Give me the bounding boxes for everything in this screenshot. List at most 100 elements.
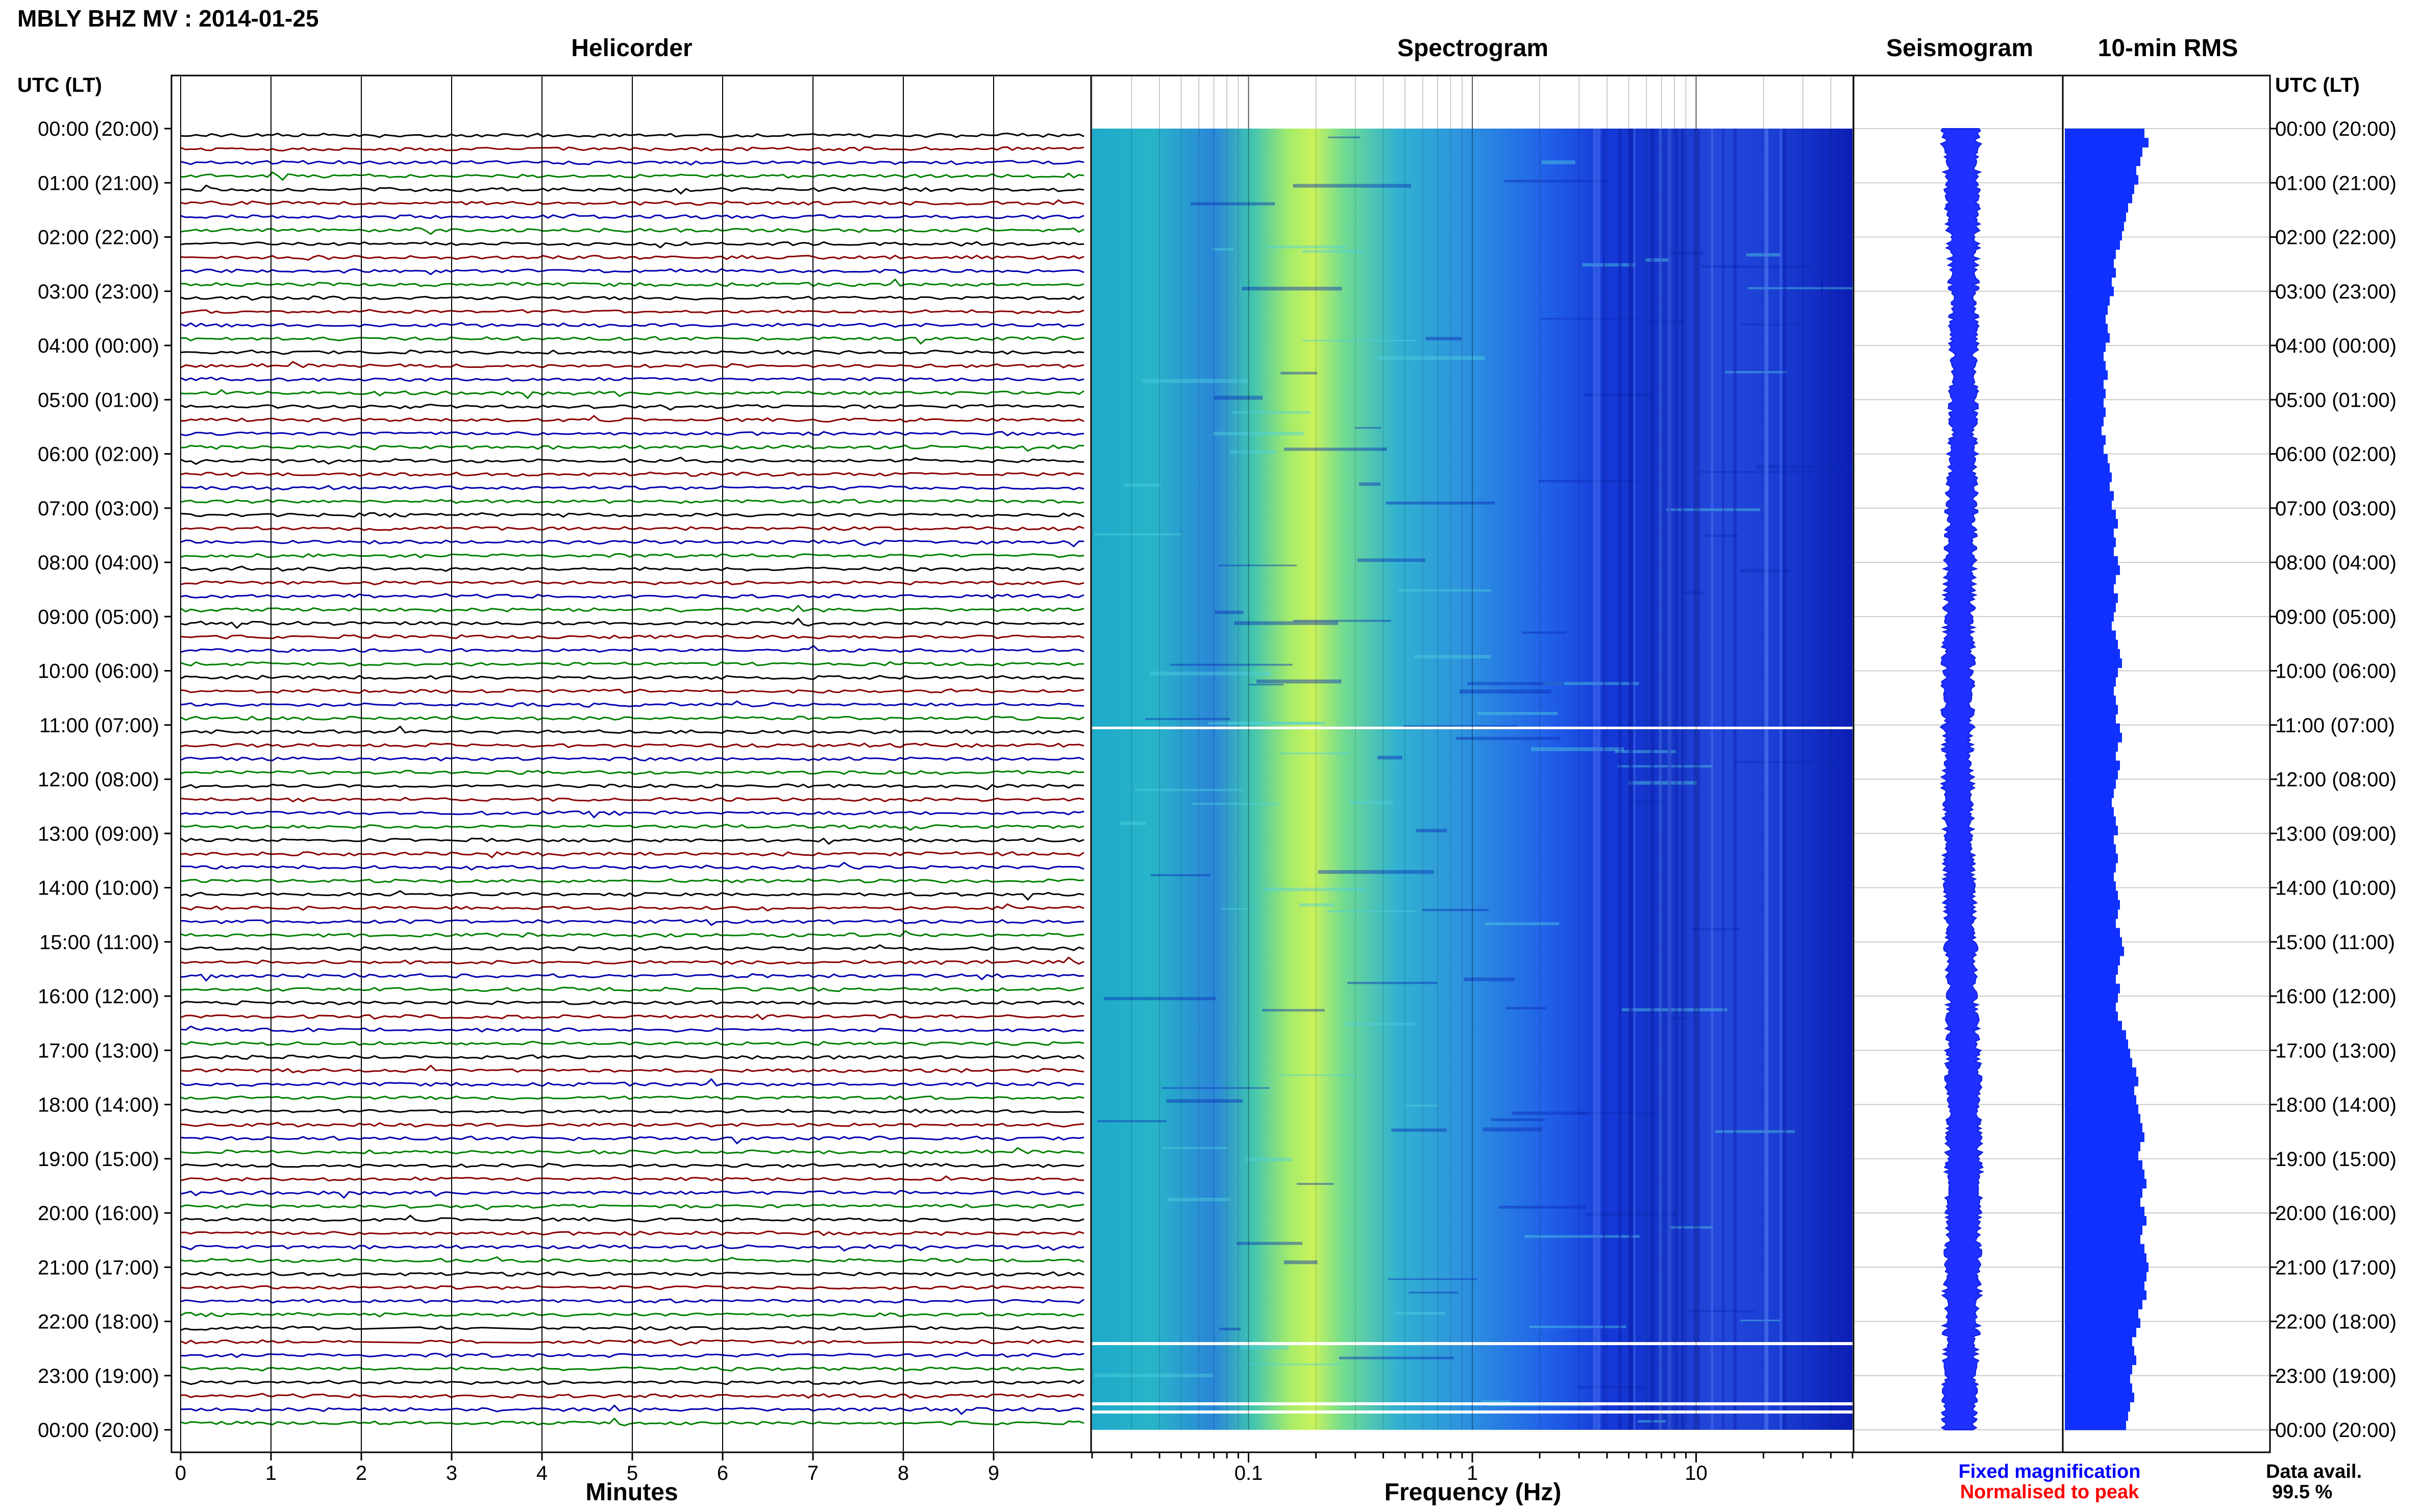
time-tick-label-right: 23:00 (19:00) xyxy=(2275,1365,2397,1387)
spectrogram-streak xyxy=(1232,411,1311,414)
spectrogram-streak xyxy=(1167,1197,1230,1202)
rms-bar xyxy=(2065,1309,2138,1319)
rms-bar xyxy=(2065,807,2114,817)
spectrogram-streak xyxy=(1097,1120,1167,1123)
spectrogram-streak xyxy=(1395,1311,1446,1315)
time-tick-label-left: 08:00 (04:00) xyxy=(38,552,159,574)
spectrogram-streak xyxy=(1359,482,1380,486)
spectrogram-band xyxy=(1618,129,1622,1430)
spectrogram-streak xyxy=(1542,160,1575,164)
rms-bar xyxy=(2065,575,2116,585)
time-tick-label-left: 20:00 (16:00) xyxy=(38,1202,159,1225)
rms-bar xyxy=(2065,1355,2136,1366)
seismogram-title: Seismogram xyxy=(1886,35,2033,62)
spectrogram-streak xyxy=(1123,483,1162,487)
frequency-tick-label: 0.1 xyxy=(1235,1462,1263,1484)
rms-bar xyxy=(2065,537,2116,548)
spectrogram-streak xyxy=(1391,1128,1447,1132)
spectrogram-band xyxy=(1630,129,1633,1430)
rms-bar xyxy=(2065,1104,2138,1114)
spectrogram-band xyxy=(1667,129,1671,1430)
minute-tick-label: 5 xyxy=(627,1462,638,1484)
helicorder-trace-line xyxy=(180,1339,1084,1346)
spectrogram-streak xyxy=(1214,395,1263,400)
rms-bar xyxy=(2065,398,2104,408)
time-tick-label-left: 07:00 (03:00) xyxy=(38,498,159,520)
rms-bar xyxy=(2065,686,2114,696)
rms-bar xyxy=(2065,816,2116,826)
spectrogram-streak xyxy=(1246,1363,1341,1366)
rms-bar xyxy=(2065,1197,2140,1207)
time-tick-label-left: 18:00 (14:00) xyxy=(38,1094,159,1117)
rms-panel xyxy=(2062,75,2271,1453)
spectrogram-band xyxy=(1593,129,1596,1430)
frequency-axis-label: Frequency (Hz) xyxy=(1385,1479,1562,1506)
rms-bar xyxy=(2065,1253,2146,1263)
time-tick-label-left: 13:00 (09:00) xyxy=(38,823,159,845)
spectrogram-streak xyxy=(1240,1345,1289,1350)
spectrogram-band xyxy=(1765,129,1769,1430)
rms-bar xyxy=(2065,723,2120,733)
spectrogram-streak xyxy=(1150,672,1271,676)
seismogram-panel xyxy=(1853,75,2064,1453)
rms-bar xyxy=(2065,212,2126,222)
spectrogram-streak xyxy=(1416,829,1447,833)
time-tick-label-left: 00:00 (20:00) xyxy=(38,118,159,140)
time-tick-label-right: 21:00 (17:00) xyxy=(2275,1256,2397,1279)
spectrogram-streak xyxy=(1682,591,1704,594)
rms-bar xyxy=(2065,1225,2142,1235)
rms-bar xyxy=(2065,1151,2138,1161)
spectrogram-streak xyxy=(1481,1400,1511,1402)
rms-frame xyxy=(2062,75,2271,1453)
rms-bar xyxy=(2065,1113,2140,1124)
spectrogram-streak xyxy=(1577,1385,1645,1389)
spectrogram-data-gap xyxy=(1092,1402,1853,1405)
rms-bar xyxy=(2065,862,2116,873)
spectrogram-streak xyxy=(1293,619,1391,622)
rms-bar xyxy=(2065,770,2118,780)
spectrogram-streak xyxy=(1543,682,1639,685)
minute-tick-label: 6 xyxy=(717,1462,728,1484)
time-tick-label-left: 06:00 (02:00) xyxy=(38,443,159,466)
rms-bar xyxy=(2065,714,2116,724)
data-availability-value: 99.5 % xyxy=(2272,1481,2332,1503)
spectrogram-band xyxy=(1602,129,1606,1430)
spectrogram-streak xyxy=(1327,910,1416,912)
time-tick-label-left: 09:00 (05:00) xyxy=(38,606,159,628)
spectrogram-streak xyxy=(1524,1235,1640,1238)
rms-bar xyxy=(2065,798,2112,808)
rms-bar xyxy=(2065,593,2118,603)
spectrogram-streak xyxy=(1262,1009,1325,1012)
spectrogram-streak xyxy=(1215,610,1244,614)
spectrogram-band xyxy=(1783,129,1787,1430)
figure-title: MBLY BHZ MV : 2014-01-25 xyxy=(17,5,319,32)
spectrogram-band xyxy=(1780,129,1783,1430)
spectrogram-streak xyxy=(1657,1018,1689,1020)
rms-bar xyxy=(2065,1160,2142,1170)
rms-bar xyxy=(2065,788,2114,799)
spectrogram-data-gap xyxy=(1092,1342,1853,1345)
rms-bar xyxy=(2065,1365,2132,1375)
minute-tick-label: 4 xyxy=(536,1462,548,1484)
spectrogram-streak xyxy=(1377,356,1485,360)
spectrogram-band xyxy=(1711,129,1714,1430)
spectrogram-streak xyxy=(1725,371,1787,374)
legend-fixed-magnification: Fixed magnification xyxy=(1959,1461,2141,1482)
spectrogram-band xyxy=(1628,129,1632,1430)
rms-bar xyxy=(2065,444,2104,455)
rms-bar xyxy=(2065,1170,2144,1179)
spectrogram-streak xyxy=(1150,874,1211,877)
spectrogram-streak xyxy=(1234,621,1339,625)
spectrogram-streak xyxy=(1318,870,1434,874)
time-tick-label-left: 12:00 (08:00) xyxy=(38,769,159,791)
rms-bar xyxy=(2065,1420,2126,1430)
spectrogram-streak xyxy=(1256,679,1342,684)
rms-bar xyxy=(2065,519,2118,529)
rms-bar xyxy=(2065,965,2118,975)
time-tick-label-right: 12:00 (08:00) xyxy=(2275,769,2397,791)
minutes-axis-label: Minutes xyxy=(585,1479,678,1506)
time-tick-label-left: 19:00 (15:00) xyxy=(38,1148,159,1171)
spectrogram-data-gap xyxy=(1092,727,1853,729)
time-tick-label-right: 20:00 (16:00) xyxy=(2275,1202,2397,1225)
rms-bar xyxy=(2065,268,2116,278)
